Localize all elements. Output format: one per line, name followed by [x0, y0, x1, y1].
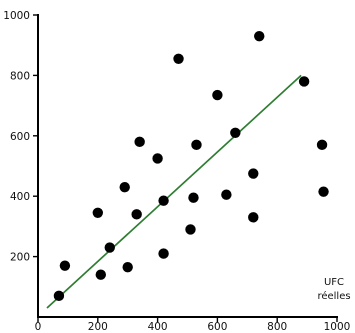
trendline-layer: [46, 74, 302, 309]
x-tick-label-4: 800: [267, 321, 287, 333]
scatter-point-15: [191, 139, 202, 151]
scatter-point-11: [158, 248, 169, 259]
scatter-point-14: [188, 192, 199, 203]
scatter-point-24: [318, 186, 329, 197]
scatter-point-16: [212, 89, 223, 101]
scatter-point-6: [122, 261, 133, 273]
trendline: [46, 74, 302, 309]
scatter-point-10: [158, 195, 169, 206]
y-tick-label-3: 800: [10, 70, 30, 82]
scatter-point-5: [119, 181, 130, 193]
axes-layer: [37, 14, 338, 318]
scatter-point-19: [248, 168, 259, 179]
scatter-point-1: [59, 260, 71, 271]
scatter-point-17: [221, 189, 232, 200]
scatter-point-8: [134, 136, 145, 148]
y-tick-label-0: 200: [10, 252, 30, 264]
x-tick-label-0: 0: [35, 321, 42, 333]
scatter-point-0: [53, 290, 65, 302]
x-tick-label-5: 1000: [324, 321, 351, 333]
y-tick-label-2: 600: [10, 131, 30, 143]
scatter-point-22: [298, 76, 310, 87]
scatter-point-21: [254, 30, 265, 42]
scatter-point-9: [152, 153, 163, 164]
x-tick-label-2: 400: [148, 321, 168, 333]
scatter-point-13: [185, 224, 196, 235]
scatter-point-18: [230, 127, 241, 138]
scatter-point-12: [173, 53, 184, 64]
ticks-layer: 0 200 400 600 800 1000 200 400 600 800 1000: [3, 10, 350, 333]
x-axis-label-line-1: UFC: [324, 277, 344, 288]
scatter-point-4: [104, 242, 115, 253]
scatter-point-23: [316, 139, 328, 151]
scatter-point-2: [92, 207, 104, 219]
y-tick-label-4: 1000: [3, 10, 30, 22]
scatter-point-7: [131, 209, 142, 220]
labels-layer: UFC réelles: [317, 277, 350, 302]
points-layer: [53, 30, 329, 302]
x-tick-label-3: 600: [207, 321, 227, 333]
scatter-point-20: [248, 212, 259, 223]
x-tick-label-1: 200: [88, 321, 108, 333]
y-tick-label-1: 400: [10, 191, 30, 203]
scatter-point-3: [95, 269, 106, 280]
x-axis-label-line-2: réelles: [317, 290, 350, 302]
